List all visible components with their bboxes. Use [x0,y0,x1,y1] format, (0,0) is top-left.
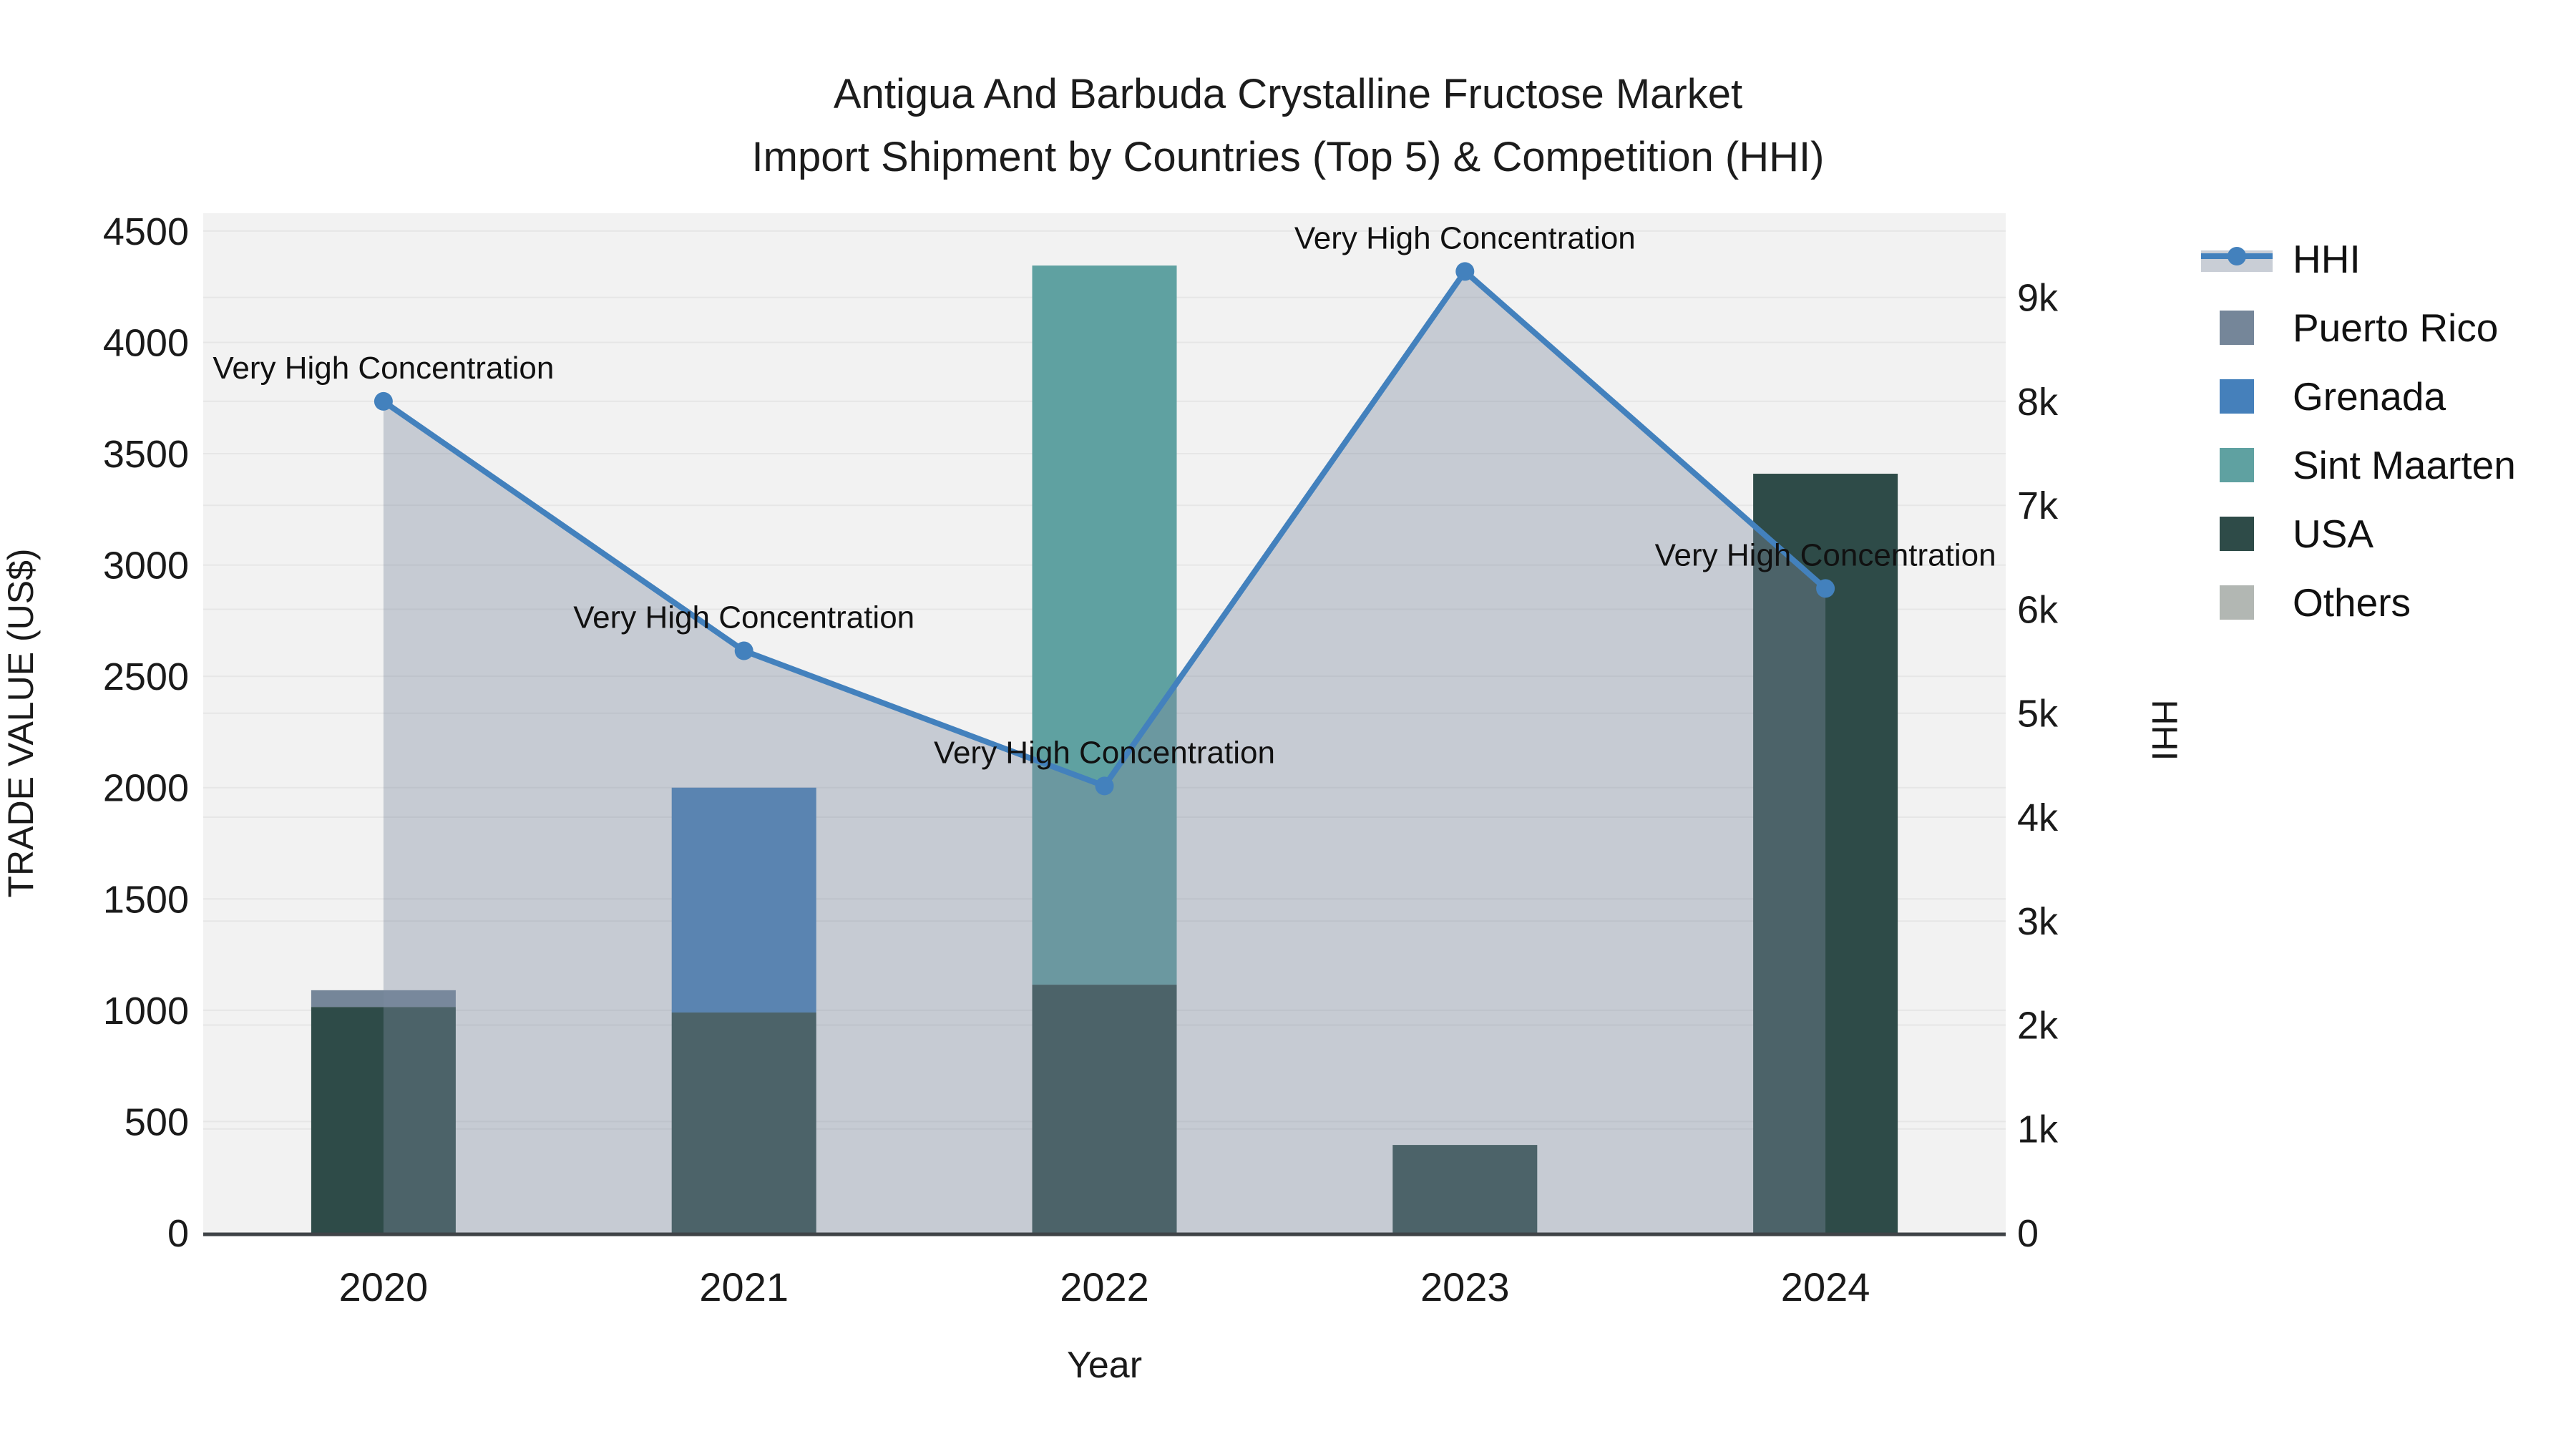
hhi-marker-2021 [734,641,753,660]
annotation-2020: Very High Concentration [213,351,554,386]
chart-title-line2: Import Shipment by Countries (Top 5) & C… [751,134,1825,180]
hhi-line-swatch-icon [2187,246,2287,272]
left-axis-tick: 4500 [103,210,189,253]
left-axis-tick: 1000 [103,990,189,1033]
right-axis-tick: 2k [2017,1004,2059,1047]
x-axis-title: Year [1067,1345,1142,1386]
right-axis-tick: 6k [2017,588,2059,631]
hhi-marker-2024 [1816,579,1835,598]
chart-title: Antigua And Barbuda Crystalline Fructose… [0,63,2576,189]
right-axis-tick: 1k [2017,1108,2059,1151]
hhi-line-dot [2228,247,2246,265]
left-axis-tick: 3500 [103,433,189,476]
left-axis-tick: 1500 [103,878,189,921]
legend-label: Puerto Rico [2293,306,2499,350]
left-axis-tick: 3000 [103,545,189,587]
legend-label: Sint Maarten [2293,443,2516,487]
sint-maarten-swatch-icon [2220,448,2254,482]
bar-segment-usa-2021 [671,1012,816,1233]
bar-segment-usa-2020 [311,1007,456,1233]
x-axis-tick: 2024 [1781,1264,1870,1309]
bar-segment-grenada-2021 [671,787,816,1013]
hhi-marker-2020 [374,391,393,411]
legend-item-sint-maarten[interactable]: Sint Maarten [2187,431,2516,499]
others-swatch-icon [2220,585,2254,620]
hhi-area-fill [383,271,1826,1233]
right-axis-tick: 8k [2017,381,2059,424]
legend-item-grenada[interactable]: Grenada [2187,362,2516,431]
hhi-marker-2022 [1095,776,1114,796]
x-axis-tick: 2021 [699,1264,789,1309]
hhi-marker-2023 [1455,262,1475,281]
legend: HHI Puerto Rico Grenada Sint Maarten USA… [2187,225,2516,637]
bar-segment-puerto-rico-2020 [311,990,456,1008]
right-axis-tick: 7k [2017,484,2059,527]
legend-item-others[interactable]: Others [2187,568,2516,637]
legend-label: Others [2293,580,2411,625]
legend-label: Grenada [2293,374,2446,419]
grenada-swatch-icon [2220,379,2254,414]
annotation-2022: Very High Concentration [934,735,1275,770]
legend-label: USA [2293,512,2374,556]
usa-swatch-icon [2220,517,2254,551]
puerto-rico-swatch-icon [2220,311,2254,345]
left-axis-tick: 2000 [103,767,189,810]
annotation-2023: Very High Concentration [1294,220,1636,255]
left-axis-title: TRADE VALUE (US$) [1,548,41,897]
chart-title-line1: Antigua And Barbuda Crystalline Fructose… [833,71,1743,117]
right-axis-tick: 4k [2017,796,2059,839]
x-axis-tick: 2022 [1060,1264,1149,1309]
legend-item-hhi[interactable]: HHI [2187,225,2516,293]
bar-segment-usa-2022 [1032,985,1177,1233]
bar-segment-usa-2023 [1392,1145,1538,1233]
x-axis-tick: 2020 [339,1264,429,1309]
right-axis-title: HHI [2145,699,2185,761]
right-axis-tick: 0 [2017,1212,2039,1255]
legend-label: HHI [2293,237,2361,281]
right-axis-tick: 5k [2017,693,2059,736]
right-axis-tick: 9k [2017,277,2059,320]
annotation-2024: Very High Concentration [1655,537,1996,572]
legend-item-puerto-rico[interactable]: Puerto Rico [2187,293,2516,362]
left-axis-tick: 0 [167,1212,189,1255]
right-axis-tick: 3k [2017,900,2059,943]
bar-segment-sint-maarten-2022 [1032,265,1177,985]
annotation-2021: Very High Concentration [573,600,914,635]
left-axis-tick: 500 [125,1101,189,1143]
x-axis-tick: 2023 [1420,1264,1510,1309]
left-axis-tick: 4000 [103,321,189,364]
left-axis-tick: 2500 [103,655,189,698]
bar-segment-usa-2024 [1753,474,1898,1234]
legend-item-usa[interactable]: USA [2187,499,2516,568]
